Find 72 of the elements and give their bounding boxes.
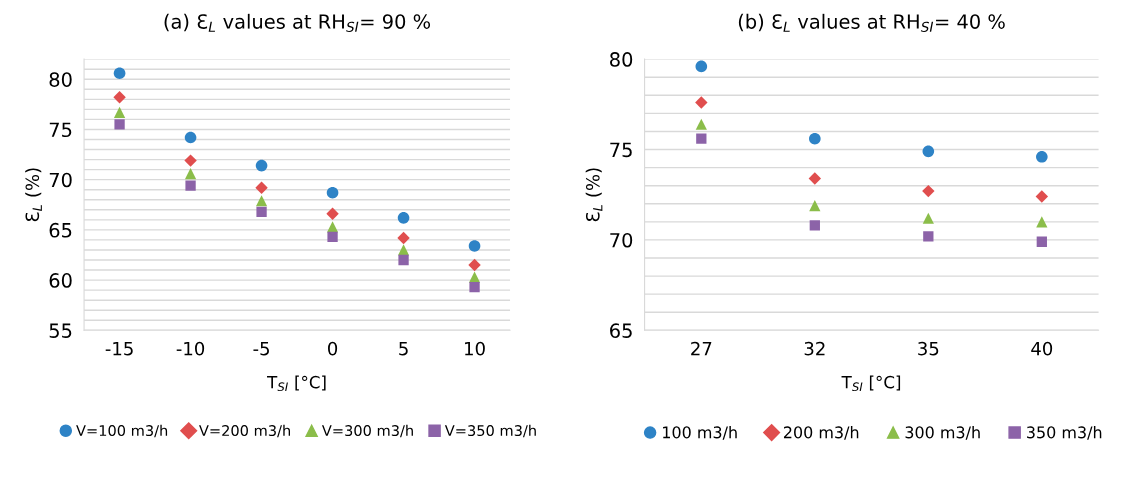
point <box>695 96 708 109</box>
x-tick-label: 32 <box>804 341 825 356</box>
x-tick-label: 40 <box>1031 341 1053 356</box>
y-tick-label: 65 <box>610 323 632 338</box>
legend-label: V=100 m3/h <box>76 424 168 438</box>
x-tick-label: 5 <box>399 341 408 356</box>
x-tick-label: -10 <box>176 341 205 356</box>
point <box>1035 190 1049 203</box>
point <box>326 186 339 199</box>
point <box>255 195 268 207</box>
point <box>695 118 707 130</box>
point <box>397 231 410 245</box>
legend-label: 300 m3/h <box>905 426 980 440</box>
y-tick-label: 80 <box>610 52 633 67</box>
point <box>184 154 197 167</box>
point <box>255 159 268 172</box>
x-tick-label: 10 <box>465 341 485 356</box>
y-tick-label: 70 <box>610 232 633 248</box>
x-axis-title: T$_{SI}$ [°C] <box>841 375 901 392</box>
x-tick-label: -5 <box>253 341 269 356</box>
y-axis-title: Ɛ$_{L}$ (%) <box>585 168 603 222</box>
point <box>398 254 409 266</box>
y-tick-label: 55 <box>49 323 72 338</box>
point <box>923 231 934 242</box>
legend-label: V=350 m3/h <box>444 424 536 438</box>
point <box>809 220 820 231</box>
point <box>184 131 197 144</box>
point <box>113 106 126 118</box>
y-axis-title: Ɛ$_{L}$ (%) <box>25 168 42 222</box>
legend-label: 100 m3/h <box>663 426 737 440</box>
point <box>809 132 821 145</box>
point <box>808 172 822 185</box>
x-tick-label: 35 <box>918 341 939 356</box>
point <box>397 244 410 256</box>
y-tick-label: 65 <box>49 222 72 238</box>
point <box>185 180 196 191</box>
point <box>922 184 935 198</box>
point <box>113 67 126 80</box>
chart-title: (b) Ɛ$_{L}$ values at RH$_{SI}$= 40 % <box>738 13 1005 32</box>
y-tick-label: 60 <box>49 273 72 288</box>
x-tick-label: -15 <box>105 341 133 356</box>
point <box>397 212 410 224</box>
point <box>1036 150 1048 163</box>
legend-label: 200 m3/h <box>783 426 859 440</box>
point <box>468 258 481 272</box>
point <box>114 119 125 130</box>
point <box>922 145 935 158</box>
point <box>468 240 481 252</box>
x-tick-label: 0 <box>328 341 338 356</box>
x-tick-label: 27 <box>691 341 712 356</box>
point <box>113 91 126 104</box>
chart-title: (a) Ɛ$_{L}$ values at RH$_{SI}$= 90 % <box>164 13 431 32</box>
point <box>922 212 934 224</box>
point <box>256 206 267 217</box>
point <box>809 199 821 212</box>
point <box>326 207 339 221</box>
point <box>184 168 197 180</box>
y-tick-label: 80 <box>49 72 72 87</box>
point <box>255 181 268 194</box>
x-axis-title: T$_{SI}$ [°C] <box>267 375 326 392</box>
point <box>1036 236 1047 247</box>
y-tick-label: 75 <box>610 142 632 158</box>
legend-label: V=200 m3/h <box>199 424 290 438</box>
y-tick-label: 75 <box>49 122 72 138</box>
point <box>469 281 480 293</box>
point <box>326 221 339 233</box>
point <box>696 133 707 144</box>
y-tick-label: 70 <box>49 172 72 188</box>
legend-label: 350 m3/h <box>1027 426 1102 440</box>
point <box>695 60 708 73</box>
point <box>327 231 338 243</box>
legend-label: V=300 m3/h <box>321 424 413 438</box>
